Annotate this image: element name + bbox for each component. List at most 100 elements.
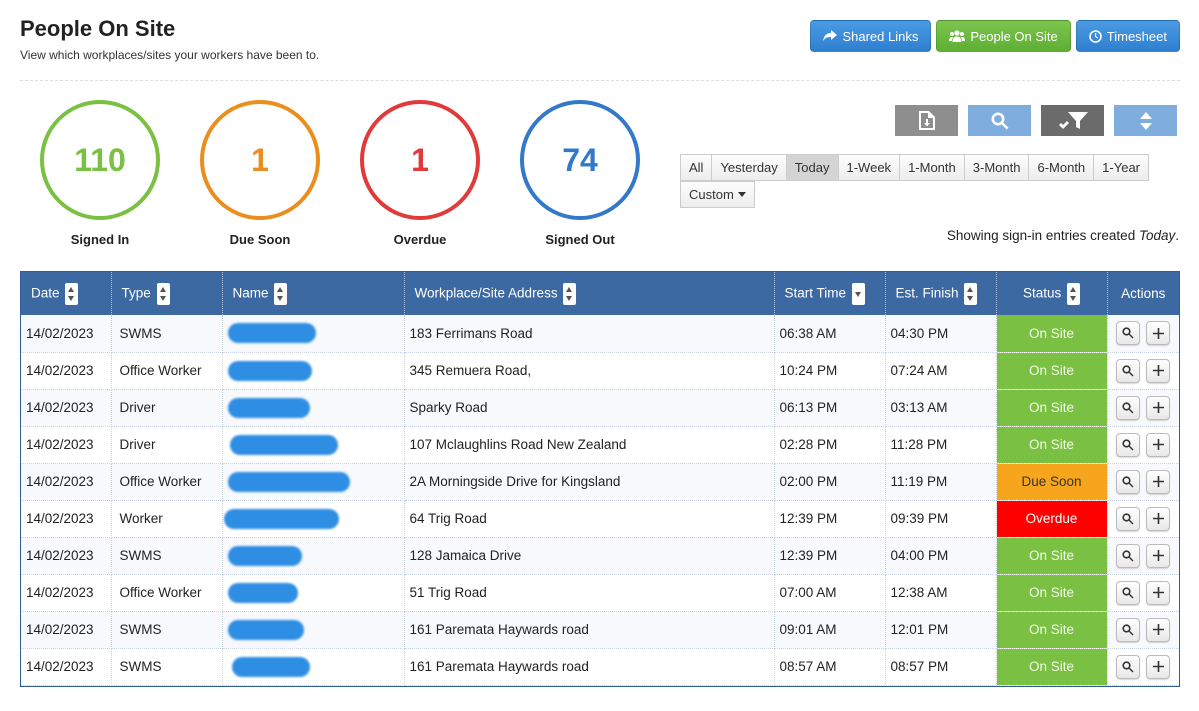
cell-name [222,426,405,464]
status-badge: On Site [996,389,1108,427]
column-label: Start Time [784,285,847,301]
sort-icon[interactable] [156,282,170,305]
search-icon [1122,438,1134,450]
cell-date: 14/02/2023 [21,426,112,464]
table-header-row: Date Type Name Workplace/Site Address St… [21,272,1179,315]
search-icon [1122,401,1134,413]
stat-overdue[interactable]: 1 Overdue [360,100,480,247]
column-header-status[interactable]: Status [996,272,1108,315]
view-button[interactable] [1116,358,1141,383]
cell-est-finish: 12:01 PM [885,611,997,649]
add-button[interactable] [1146,617,1171,642]
table-row[interactable]: 14/02/2023 Driver 107 Mclaughlins Road N… [21,426,1179,464]
sort-icon[interactable] [274,282,288,305]
column-header-address[interactable]: Workplace/Site Address [404,272,775,315]
view-button[interactable] [1116,469,1141,494]
stat-circle: 110 [40,100,160,220]
range-3-month[interactable]: 3-Month [963,154,1030,181]
sort-icon[interactable] [563,282,577,305]
add-button[interactable] [1146,654,1171,679]
file-download-icon [918,111,935,130]
view-button[interactable] [1116,543,1141,568]
sort-icon [1139,111,1152,130]
users-icon [949,30,966,42]
stat-label: Due Soon [229,232,291,247]
view-button[interactable] [1116,321,1141,346]
add-button[interactable] [1146,432,1171,457]
table-row[interactable]: 14/02/2023 SWMS 161 Paremata Haywards ro… [21,648,1179,686]
add-button[interactable] [1146,506,1171,531]
add-button[interactable] [1146,580,1171,605]
sort-desc-icon[interactable] [851,282,865,305]
column-header-type[interactable]: Type [111,272,223,315]
search-icon [1122,327,1134,339]
stat-due-soon[interactable]: 1 Due Soon [200,100,320,247]
sort-icon[interactable] [964,282,978,305]
cell-address: 107 Mclaughlins Road New Zealand [404,426,775,464]
add-button[interactable] [1146,543,1171,568]
export-button[interactable] [895,105,958,136]
cell-start-time: 07:00 AM [774,574,886,612]
cell-address: 161 Paremata Haywards road [404,611,775,649]
column-header-est-finish[interactable]: Est. Finish [885,272,997,315]
range-all[interactable]: All [680,154,713,181]
view-button[interactable] [1116,395,1141,420]
view-button[interactable] [1116,580,1141,605]
range-1-year[interactable]: 1-Year [1093,154,1149,181]
table-row[interactable]: 14/02/2023 SWMS 128 Jamaica Drive 12:39 … [21,537,1179,575]
view-button[interactable] [1116,432,1141,457]
filter-button[interactable] [1041,105,1104,136]
column-label: Actions [1121,286,1166,301]
range-6-month[interactable]: 6-Month [1028,154,1095,181]
view-button[interactable] [1116,654,1141,679]
people-on-site-button[interactable]: People On Site [936,20,1071,52]
table-row[interactable]: 14/02/2023 Driver Sparky Road 06:13 PM 0… [21,389,1179,427]
redacted-name [231,656,310,677]
table-row[interactable]: 14/02/2023 Worker 64 Trig Road 12:39 PM … [21,500,1179,538]
column-header-name[interactable]: Name [222,272,405,315]
cell-date: 14/02/2023 [21,500,112,538]
cell-type: SWMS [111,537,223,575]
timesheet-button[interactable]: Timesheet [1075,20,1180,52]
view-button[interactable] [1116,617,1141,642]
cell-type: Worker [111,500,223,538]
sort-toggle-button[interactable] [1114,105,1177,136]
stat-signed-in[interactable]: 110 Signed In [40,100,160,247]
cell-name [222,574,405,612]
cell-type: SWMS [111,315,223,353]
range-custom-dropdown[interactable]: Custom [680,181,755,208]
shared-links-button[interactable]: Shared Links [810,20,932,52]
range-today[interactable]: Today [785,154,839,181]
add-button[interactable] [1146,395,1171,420]
range-yesterday[interactable]: Yesterday [711,154,787,181]
table-row[interactable]: 14/02/2023 SWMS 161 Paremata Haywards ro… [21,611,1179,649]
table-row[interactable]: 14/02/2023 Office Worker 51 Trig Road 07… [21,574,1179,612]
cell-name [222,500,405,538]
table-row[interactable]: 14/02/2023 SWMS 183 Ferrimans Road 06:38… [21,315,1179,353]
range-1-month[interactable]: 1-Month [899,154,965,181]
sort-icon[interactable] [1067,282,1081,305]
range-custom-label: Custom [689,187,734,202]
table-row[interactable]: 14/02/2023 Office Worker 345 Remuera Roa… [21,352,1179,390]
add-button[interactable] [1146,469,1171,494]
column-header-actions: Actions [1107,272,1179,315]
cell-date: 14/02/2023 [21,537,112,575]
view-button[interactable] [1116,506,1141,531]
cell-address: Sparky Road [404,389,775,427]
cell-type: Office Worker [111,574,223,612]
column-header-date[interactable]: Date [21,272,112,315]
table-row[interactable]: 14/02/2023 Office Worker 2A Morningside … [21,463,1179,501]
stat-signed-out[interactable]: 74 Signed Out [520,100,640,247]
add-button[interactable] [1146,358,1171,383]
add-button[interactable] [1146,321,1171,346]
search-button[interactable] [968,105,1031,136]
plus-icon [1152,439,1164,450]
cell-name [222,537,405,575]
range-1-week[interactable]: 1-Week [837,154,901,181]
column-header-start-time[interactable]: Start Time [774,272,886,315]
status-badge: Overdue [996,500,1108,538]
sort-icon[interactable] [65,282,79,305]
date-range-filter: All Yesterday Today 1-Week 1-Month 3-Mon… [680,154,1160,208]
plus-icon [1152,513,1164,524]
plus-icon [1152,327,1164,339]
